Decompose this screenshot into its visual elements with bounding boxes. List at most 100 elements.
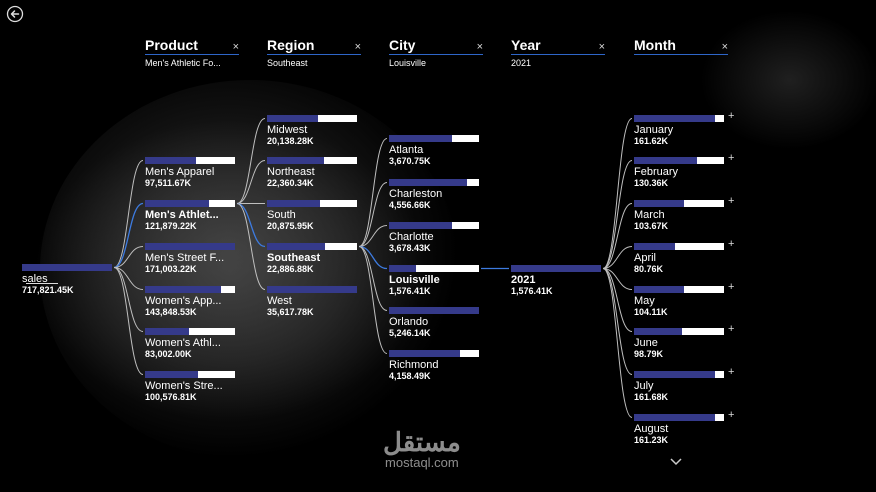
tree-connector <box>113 202 144 269</box>
tree-node-midwest[interactable]: Midwest 20,138.28K <box>267 115 357 146</box>
node-bar <box>145 286 235 293</box>
tree-node-orlando[interactable]: Orlando 5,246.14K <box>389 307 479 338</box>
tree-connector <box>602 268 633 418</box>
node-bar <box>145 200 235 207</box>
expand-node-icon[interactable]: + <box>728 110 735 122</box>
node-value: 171,003.22K <box>145 264 197 274</box>
back-arrow-icon[interactable] <box>6 5 24 23</box>
node-label: April <box>634 252 657 264</box>
tree-connector <box>358 246 388 354</box>
tree-node-july[interactable]: + July 161.68K <box>634 366 734 402</box>
tree-node-charlotte[interactable]: Charlotte 3,678.43K <box>389 222 479 253</box>
chevron-down-icon[interactable] <box>670 453 682 471</box>
node-label: Charlotte <box>389 231 434 243</box>
tree-connector <box>236 160 266 204</box>
node-label: March <box>634 209 665 221</box>
expand-node-icon[interactable]: + <box>728 409 735 421</box>
node-bar <box>634 328 724 335</box>
node-value: 20,138.28K <box>267 136 314 146</box>
node-bar-fill <box>145 286 221 293</box>
node-value: 161.23K <box>634 435 669 445</box>
node-bar <box>145 328 235 335</box>
tree-node-northeast[interactable]: Northeast 22,360.34K <box>267 157 357 188</box>
tree-node-march[interactable]: + March 103.67K <box>634 195 734 231</box>
clear-level-icon[interactable]: × <box>476 41 483 53</box>
tree-node-2021[interactable]: 2021 1,576.41K <box>511 265 601 296</box>
tree-node-men-s-athlet[interactable]: Men's Athlet... 121,879.22K <box>145 200 235 231</box>
node-bar <box>634 115 724 122</box>
node-bar-fill <box>145 243 235 250</box>
tree-node-august[interactable]: + August 161.23K <box>634 409 734 445</box>
expand-node-icon[interactable]: + <box>728 195 735 207</box>
tree-node-men-s-street-f[interactable]: Men's Street F... 171,003.22K <box>145 243 235 274</box>
tree-node-may[interactable]: + May 104.11K <box>634 281 734 317</box>
node-bar <box>145 157 235 164</box>
header-underline <box>511 54 605 55</box>
expand-node-icon[interactable]: + <box>728 238 735 250</box>
node-bar <box>389 135 479 142</box>
level-header-title: Region <box>267 37 315 53</box>
tree-connector <box>358 138 388 247</box>
tree-node-women-s-athl[interactable]: Women's Athl... 83,002.00K <box>145 328 235 359</box>
node-bar-fill <box>389 135 452 142</box>
tree-connector <box>602 160 633 269</box>
node-bar <box>389 350 479 357</box>
node-label: Northeast <box>267 166 315 178</box>
tree-node-charleston[interactable]: Charleston 4,556.66K <box>389 179 479 210</box>
node-label: Southeast <box>267 252 321 264</box>
level-header-month: Month × <box>634 37 728 58</box>
node-bar <box>145 243 235 250</box>
node-bar <box>634 157 724 164</box>
expand-node-icon[interactable]: + <box>728 281 735 293</box>
tree-node-april[interactable]: + April 80.76K <box>634 238 734 274</box>
tree-node-women-s-stre[interactable]: Women's Stre... 100,576.81K <box>145 371 235 402</box>
header-underline <box>389 54 483 55</box>
tree-connector <box>602 268 633 332</box>
tree-node-west[interactable]: West 35,617.78K <box>267 286 357 317</box>
node-bar-fill <box>389 179 467 186</box>
tree-node-men-s-apparel[interactable]: Men's Apparel 97,511.67K <box>145 157 235 188</box>
tree-connector <box>236 202 266 248</box>
node-bar <box>389 222 479 229</box>
tree-node-sales[interactable]: sales 717,821.45K <box>22 264 112 295</box>
node-value: 1,576.41K <box>511 286 553 296</box>
node-bar-fill <box>145 371 198 378</box>
watermark-arabic-text: مستقل <box>383 427 461 457</box>
tree-node-january[interactable]: + January 161.62K <box>634 110 734 146</box>
clear-level-icon[interactable]: × <box>354 41 361 53</box>
node-bar-fill <box>267 157 324 164</box>
node-bar-fill <box>389 222 452 229</box>
tree-node-richmond[interactable]: Richmond 4,158.49K <box>389 350 479 381</box>
expand-node-icon[interactable]: + <box>728 152 735 164</box>
tree-node-atlanta[interactable]: Atlanta 3,670.75K <box>389 135 479 166</box>
tree-connector <box>602 118 633 269</box>
node-label: sales <box>22 273 48 285</box>
node-bar <box>389 179 479 186</box>
level-header-product: Product × Men's Athletic Fo... <box>145 37 239 68</box>
node-value: 130.36K <box>634 178 669 188</box>
node-bar-fill <box>634 243 675 250</box>
node-bar-fill <box>267 286 357 293</box>
node-bar <box>267 243 357 250</box>
clear-level-icon[interactable]: × <box>232 41 239 53</box>
tree-connector <box>358 182 388 247</box>
tree-node-women-s-app[interactable]: Women's App... 143,848.53K <box>145 286 235 317</box>
tree-connector <box>113 267 144 332</box>
tree-node-south[interactable]: South 20,875.95K <box>267 200 357 231</box>
level-header-region: Region × Southeast <box>267 37 361 68</box>
node-label: January <box>634 124 674 136</box>
expand-node-icon[interactable]: + <box>728 366 735 378</box>
node-bar <box>267 286 357 293</box>
node-label: Richmond <box>389 359 439 371</box>
tree-node-june[interactable]: + June 98.79K <box>634 323 734 359</box>
node-bar-fill <box>511 265 601 272</box>
tree-node-louisville[interactable]: Louisville 1,576.41K <box>389 265 479 296</box>
tree-node-southeast[interactable]: Southeast 22,886.88K <box>267 243 357 274</box>
node-label: August <box>634 423 669 435</box>
tree-connector <box>602 268 633 375</box>
tree-node-february[interactable]: + February 130.36K <box>634 152 734 188</box>
clear-level-icon[interactable]: × <box>598 41 605 53</box>
node-label: Midwest <box>267 124 308 136</box>
clear-level-icon[interactable]: × <box>721 41 728 53</box>
expand-node-icon[interactable]: + <box>728 323 735 335</box>
